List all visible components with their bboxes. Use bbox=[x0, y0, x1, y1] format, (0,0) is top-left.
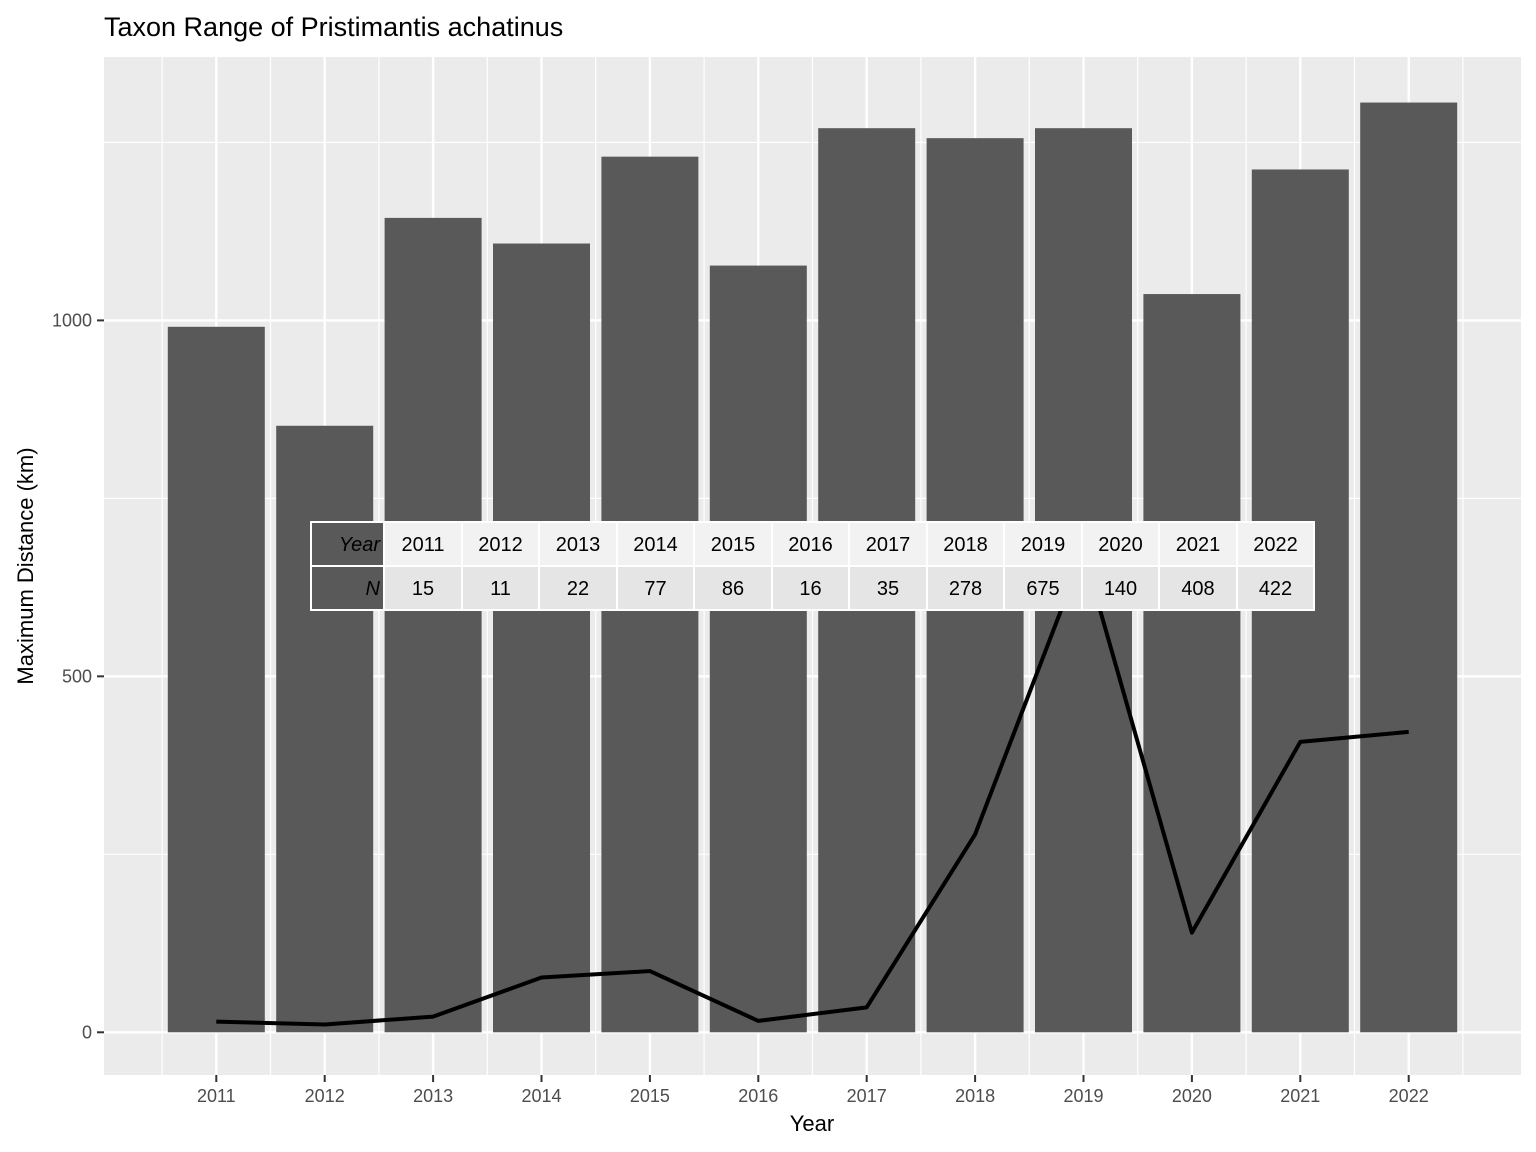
table-cell bbox=[1236, 521, 1315, 567]
table-cell-value: 2021 bbox=[1176, 534, 1221, 556]
table-cell-value: 11 bbox=[490, 578, 511, 600]
table-cell-value: 408 bbox=[1181, 578, 1214, 600]
x-tick-label: 2020 bbox=[1172, 1086, 1212, 1106]
table-cell-value: 77 bbox=[644, 578, 666, 600]
x-tick-label: 2011 bbox=[197, 1086, 236, 1106]
table-row-label: Year bbox=[339, 534, 381, 556]
table-cell bbox=[538, 565, 618, 611]
table-cell-value: 2020 bbox=[1098, 534, 1143, 556]
table-cell bbox=[771, 565, 850, 611]
table-cell-value: 278 bbox=[949, 578, 982, 600]
bar-2016 bbox=[709, 265, 807, 1033]
bar-2013 bbox=[384, 217, 482, 1033]
bar-2020 bbox=[1143, 294, 1241, 1033]
y-tick-label: 1000 bbox=[52, 310, 92, 330]
table-label-cell bbox=[310, 565, 385, 611]
table-cell-value: 2016 bbox=[788, 534, 833, 556]
table-cell bbox=[461, 521, 540, 567]
table-cell bbox=[383, 521, 463, 567]
table-cell-value: 422 bbox=[1259, 578, 1292, 600]
table-cell-value: 675 bbox=[1026, 578, 1059, 600]
table-cell-value: 16 bbox=[799, 578, 821, 600]
table-cell-value: 2011 bbox=[401, 534, 444, 556]
table-cell-value: 15 bbox=[412, 578, 434, 600]
table-cell-value: 2022 bbox=[1253, 534, 1298, 556]
table-cell-value: 2014 bbox=[633, 534, 678, 556]
table-cell bbox=[383, 565, 463, 611]
x-tick-label: 2017 bbox=[847, 1086, 887, 1106]
count-line bbox=[216, 549, 1409, 1027]
table-cell-value: 2018 bbox=[943, 534, 988, 556]
y-axis: 0 500 1000 bbox=[52, 310, 104, 1042]
table-cell-value: 2017 bbox=[866, 534, 911, 556]
x-axis-label: Year bbox=[790, 1111, 834, 1136]
table-cell-value: 2013 bbox=[556, 534, 601, 556]
bar-2014 bbox=[493, 243, 590, 1033]
table-cell bbox=[1003, 565, 1083, 611]
table-cell bbox=[848, 521, 928, 567]
table-cell bbox=[1158, 521, 1238, 567]
table-cell bbox=[1158, 565, 1238, 611]
x-tick-label: 2012 bbox=[305, 1086, 345, 1106]
table-cell-value: 2015 bbox=[711, 534, 756, 556]
table-cell-value: 35 bbox=[877, 578, 899, 600]
table-cell-value: 2019 bbox=[1021, 534, 1066, 556]
x-tick-label: 2022 bbox=[1389, 1086, 1429, 1106]
y-tick-label: 500 bbox=[62, 666, 92, 686]
x-tick-label: 2018 bbox=[955, 1086, 995, 1106]
table-cell-value: 22 bbox=[567, 578, 589, 600]
table-cell bbox=[848, 565, 928, 611]
count-line-path bbox=[216, 549, 1409, 1027]
table-cell-value: 140 bbox=[1104, 578, 1137, 600]
bar-2022 bbox=[1360, 102, 1458, 1033]
table-cell bbox=[616, 565, 695, 611]
table-row-label: N bbox=[366, 578, 381, 600]
table-cell bbox=[1236, 565, 1315, 611]
x-tick-label: 2019 bbox=[1063, 1086, 1103, 1106]
x-tick-label: 2013 bbox=[413, 1086, 453, 1106]
y-tick-label: 0 bbox=[82, 1022, 92, 1042]
table-cell-value: 2012 bbox=[478, 534, 523, 556]
x-tick-label: 2014 bbox=[521, 1086, 561, 1106]
table-cell-value: 86 bbox=[722, 578, 744, 600]
chart-title: Taxon Range of Pristimantis achatinus bbox=[104, 12, 563, 42]
table-cell bbox=[926, 521, 1005, 567]
count-table: Year 2011 2012 2013 2014 2015 2016 2017 2018 2019… bbox=[310, 521, 1315, 611]
x-tick-label: 2015 bbox=[630, 1086, 670, 1106]
x-tick-label: 2021 bbox=[1280, 1086, 1320, 1106]
bar-2012 bbox=[276, 425, 374, 1033]
y-axis-label: Maximum Distance (km) bbox=[13, 447, 38, 684]
x-tick-label: 2016 bbox=[738, 1086, 778, 1106]
bars bbox=[167, 102, 1458, 1033]
table-row-year: Year 2011 2012 2013 2014 2015 2016 2017 2018 2019… bbox=[310, 521, 1315, 567]
table-cell bbox=[461, 565, 540, 611]
bar-2011 bbox=[167, 326, 265, 1033]
x-axis: 2011 2012 2013 2014 2015 2016 2017 2018 2019 2020… bbox=[197, 1075, 1429, 1106]
table-row-n: N 15 11 22 77 86 16 35 278 675 140 408 422 bbox=[310, 565, 1315, 611]
